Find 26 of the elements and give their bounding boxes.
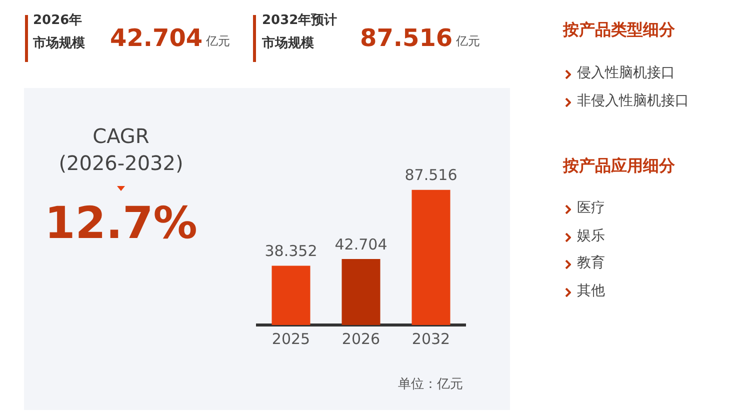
text: 其他 <box>577 283 605 300</box>
text: 87.516 <box>360 24 453 53</box>
text: (2026-2032) <box>58 151 184 175</box>
x-tick-label: 2032 <box>412 330 450 348</box>
text: 42.704 <box>110 24 203 53</box>
text: 非侵入性脑机接口 <box>577 93 689 110</box>
text: 2032年预计 <box>262 13 338 29</box>
text: 娱乐 <box>577 228 605 245</box>
text: 市场规模 <box>262 36 314 52</box>
text: CAGR <box>92 124 150 148</box>
text: 侵入性脑机接口 <box>577 65 675 82</box>
text: 按产品类型细分 <box>563 20 675 40</box>
x-tick-label: 2025 <box>272 330 310 348</box>
text: 按产品应用细分 <box>563 156 675 176</box>
text: 单位：亿元 <box>398 377 463 393</box>
text: 教育 <box>577 255 605 272</box>
text: 亿元 <box>206 34 230 48</box>
data-label: 38.352 <box>264 242 318 260</box>
text: 亿元 <box>456 34 480 48</box>
text: 12.7% <box>44 198 198 249</box>
text: 2026年 <box>33 13 82 29</box>
text: 市场规模 <box>33 36 85 52</box>
text: 医疗 <box>577 200 605 217</box>
data-label: 87.516 <box>404 166 458 184</box>
data-label: 42.704 <box>334 235 388 254</box>
x-tick-label: 2026 <box>342 330 380 348</box>
